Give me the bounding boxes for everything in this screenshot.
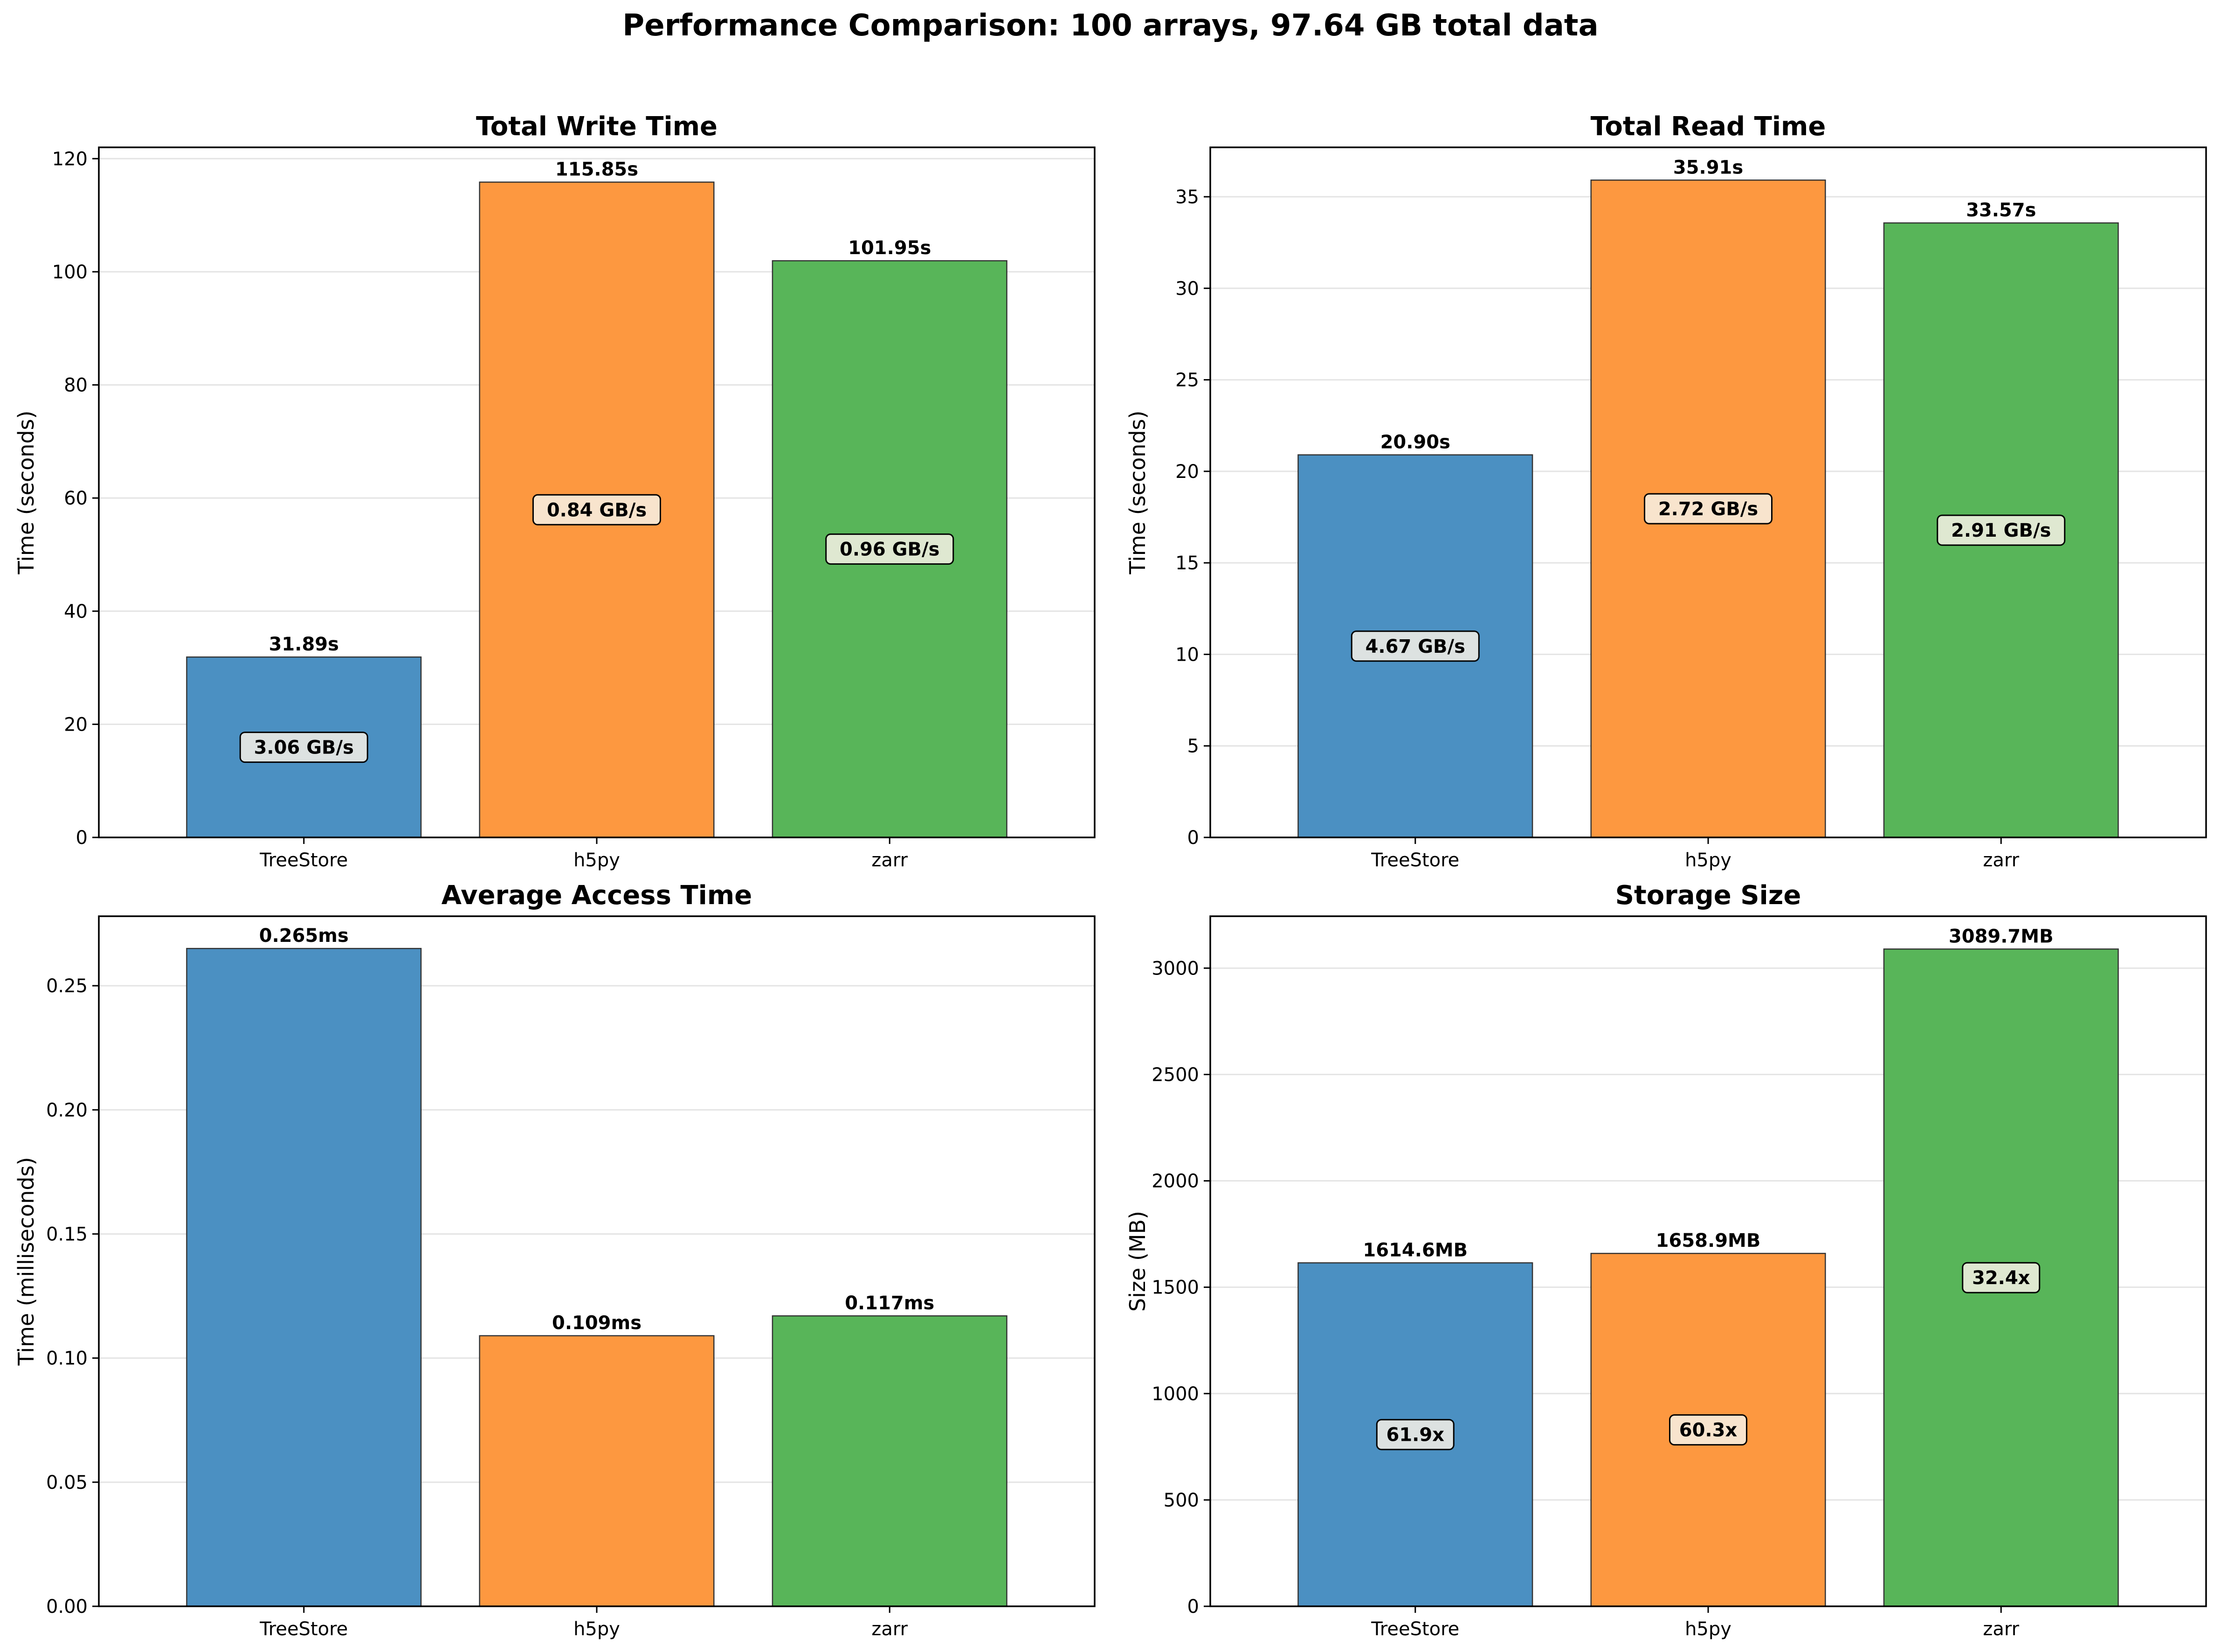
write-time-inner-label-box [532,494,661,525]
storage-size-value-label: 1614.6MB [1363,1239,1468,1261]
storage-size-y-tick-label: 1000 [1152,1383,1199,1405]
storage-size-inner-label-box [1962,1262,2041,1293]
storage-size-inner-label: 32.4x [1972,1267,2030,1289]
read-time-axes-frame [1209,146,2207,838]
write-time-inner-label: 0.84 GB/s [547,499,647,521]
access-time-y-tick-label: 0.05 [46,1472,88,1493]
read-time-inner-label: 2.72 GB/s [1658,498,1758,520]
storage-size-y-tick-label: 500 [1164,1490,1199,1511]
access-time-value-label: 0.109ms [552,1313,641,1334]
read-time-value-label: 33.57s [1966,200,2036,221]
write-time-axes-frame [98,146,1096,838]
read-time-value-label: 35.91s [1673,157,1743,178]
read-time-panel: 20.90s 4.67 GB/s TreeStore 35.91s 2.72 GB/s h… [1125,111,2207,871]
storage-size-x-tick-label: zarr [1983,1618,2019,1640]
read-time-inner-label-box [1937,514,2066,546]
read-time-y-tick-label: 10 [1175,644,1199,665]
write-time-y-tick-label: 120 [52,148,88,170]
write-time-panel: 31.89s 3.06 GB/s TreeStore 115.85s 0.84 GB/s… [14,111,1096,871]
read-time-y-tick-label: 35 [1175,187,1199,208]
storage-size-y-tick-label: 0 [1187,1596,1199,1617]
storage-size-y-axis-label: Size (MB) [1125,1211,1150,1312]
read-time-inner-label-box [1644,493,1773,525]
read-time-x-tick-label: TreeStore [1371,850,1459,871]
write-time-inner-label-box [239,732,368,763]
storage-size-inner-label: 61.9x [1386,1424,1445,1446]
read-time-value-label: 20.90s [1380,432,1450,453]
figure-suptitle: Performance Comparison: 100 arrays, 97.6… [622,8,1598,43]
access-time-y-tick-label: 0.20 [46,1099,88,1121]
write-time-y-tick-label: 80 [64,375,88,396]
write-time-y-axis-label: Time (seconds) [14,410,39,574]
storage-size-inner-label: 60.3x [1679,1420,1738,1441]
read-time-y-tick-label: 25 [1175,370,1199,391]
storage-size-value-label: 3089.7MB [1949,926,2054,947]
write-time-x-tick-label: h5py [573,850,620,871]
storage-size-y-tick-label: 2000 [1152,1171,1199,1192]
access-time-y-tick-label: 0.25 [46,975,88,997]
storage-size-y-tick-label: 3000 [1152,958,1199,979]
write-time-value-label: 115.85s [555,159,638,180]
write-time-y-tick-label: 60 [64,488,88,509]
access-time-bar-zarr [772,1315,1007,1607]
write-time-bar-treestore [186,656,422,838]
storage-size-value-label: 1658.9MB [1656,1230,1761,1251]
read-time-y-axis-label: Time (seconds) [1125,410,1150,574]
storage-size-panel: 1614.6MB 61.9x TreeStore 1658.9MB 60.3x h5py 3… [1125,880,2207,1640]
access-time-y-tick-label: 0.00 [46,1596,88,1617]
storage-size-x-tick-label: h5py [1685,1618,1731,1640]
read-time-x-tick-label: zarr [1983,850,2019,871]
access-time-axes-frame [98,915,1096,1607]
read-time-y-tick-label: 30 [1175,278,1199,299]
write-time-inner-label: 0.96 GB/s [840,539,939,560]
access-time-y-tick-label: 0.10 [46,1348,88,1369]
read-time-inner-label: 4.67 GB/s [1366,636,1465,657]
access-time-title: Average Access Time [441,880,752,911]
read-time-y-tick-label: 20 [1175,461,1199,483]
write-time-y-tick-label: 100 [52,262,88,283]
read-time-title: Total Read Time [1591,111,1826,142]
access-time-value-label: 0.265ms [259,925,349,947]
access-time-x-tick-label: TreeStore [259,1618,348,1640]
access-time-bar-h5py [479,1335,715,1607]
write-time-value-label: 101.95s [848,237,931,259]
read-time-x-tick-label: h5py [1685,850,1731,871]
write-time-inner-label: 3.06 GB/s [254,737,354,759]
access-time-x-tick-label: h5py [573,1618,620,1640]
panels: 31.89s 3.06 GB/s TreeStore 115.85s 0.84 GB/s… [14,111,2207,1640]
storage-size-y-tick-label: 2500 [1152,1064,1199,1085]
access-time-x-tick-label: zarr [871,1618,908,1640]
read-time-inner-label: 2.91 GB/s [1951,520,2051,541]
write-time-inner-label-box [825,533,954,565]
access-time-bar-treestore [186,947,422,1607]
storage-size-x-tick-label: TreeStore [1371,1618,1459,1640]
read-time-inner-label-box [1351,630,1480,662]
access-time-y-tick-label: 0.15 [46,1223,88,1245]
storage-size-title: Storage Size [1615,880,1801,911]
write-time-value-label: 31.89s [269,634,339,655]
write-time-title: Total Write Time [476,111,717,142]
read-time-y-tick-label: 0 [1187,827,1199,849]
storage-size-axes-frame [1209,915,2207,1607]
read-time-y-tick-label: 15 [1175,553,1199,574]
storage-size-y-tick-label: 1500 [1152,1277,1199,1299]
access-time-value-label: 0.117ms [845,1293,934,1314]
write-time-x-tick-label: zarr [871,850,908,871]
write-time-y-tick-label: 40 [64,601,88,622]
storage-size-inner-label-box [1376,1419,1455,1451]
read-time-y-tick-label: 5 [1187,736,1199,757]
access-time-panel: 0.265ms TreeStore 0.109ms h5py 0.117ms zarr 0.… [14,880,1096,1640]
write-time-y-tick-label: 20 [64,714,88,735]
access-time-y-axis-label: Time (milliseconds) [14,1157,39,1366]
write-time-x-tick-label: TreeStore [259,850,348,871]
storage-size-inner-label-box [1669,1414,1747,1446]
write-time-y-tick-label: 0 [76,827,88,849]
